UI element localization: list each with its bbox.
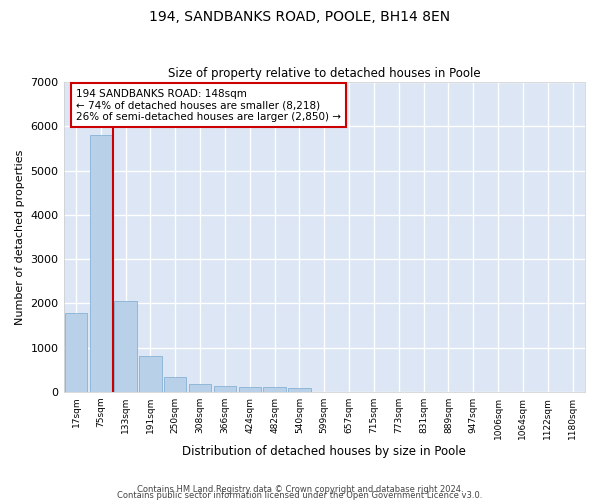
Bar xyxy=(189,384,211,392)
Title: Size of property relative to detached houses in Poole: Size of property relative to detached ho… xyxy=(168,66,481,80)
X-axis label: Distribution of detached houses by size in Poole: Distribution of detached houses by size … xyxy=(182,444,466,458)
Bar xyxy=(263,387,286,392)
Text: Contains HM Land Registry data © Crown copyright and database right 2024.: Contains HM Land Registry data © Crown c… xyxy=(137,484,463,494)
Bar xyxy=(139,356,161,392)
Bar xyxy=(214,386,236,392)
Text: 194, SANDBANKS ROAD, POOLE, BH14 8EN: 194, SANDBANKS ROAD, POOLE, BH14 8EN xyxy=(149,10,451,24)
Bar xyxy=(115,301,137,392)
Text: Contains public sector information licensed under the Open Government Licence v3: Contains public sector information licen… xyxy=(118,490,482,500)
Bar xyxy=(89,135,112,392)
Bar xyxy=(164,377,187,392)
Bar xyxy=(288,388,311,392)
Bar xyxy=(65,313,87,392)
Bar xyxy=(239,387,261,392)
Y-axis label: Number of detached properties: Number of detached properties xyxy=(15,150,25,324)
Text: 194 SANDBANKS ROAD: 148sqm
← 74% of detached houses are smaller (8,218)
26% of s: 194 SANDBANKS ROAD: 148sqm ← 74% of deta… xyxy=(76,88,341,122)
